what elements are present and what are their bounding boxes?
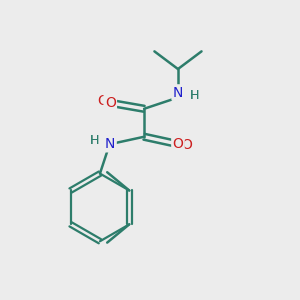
Text: O: O (181, 138, 192, 152)
Text: H: H (190, 89, 199, 102)
Text: N: N (173, 85, 183, 100)
Text: O: O (98, 94, 108, 108)
Text: O: O (105, 96, 116, 110)
Text: H: H (89, 134, 99, 147)
Text: N: N (173, 85, 183, 100)
Text: N: N (105, 137, 116, 151)
Text: O: O (172, 137, 183, 151)
Text: H: H (89, 134, 99, 147)
Text: N: N (105, 137, 116, 151)
Text: H: H (190, 89, 199, 102)
